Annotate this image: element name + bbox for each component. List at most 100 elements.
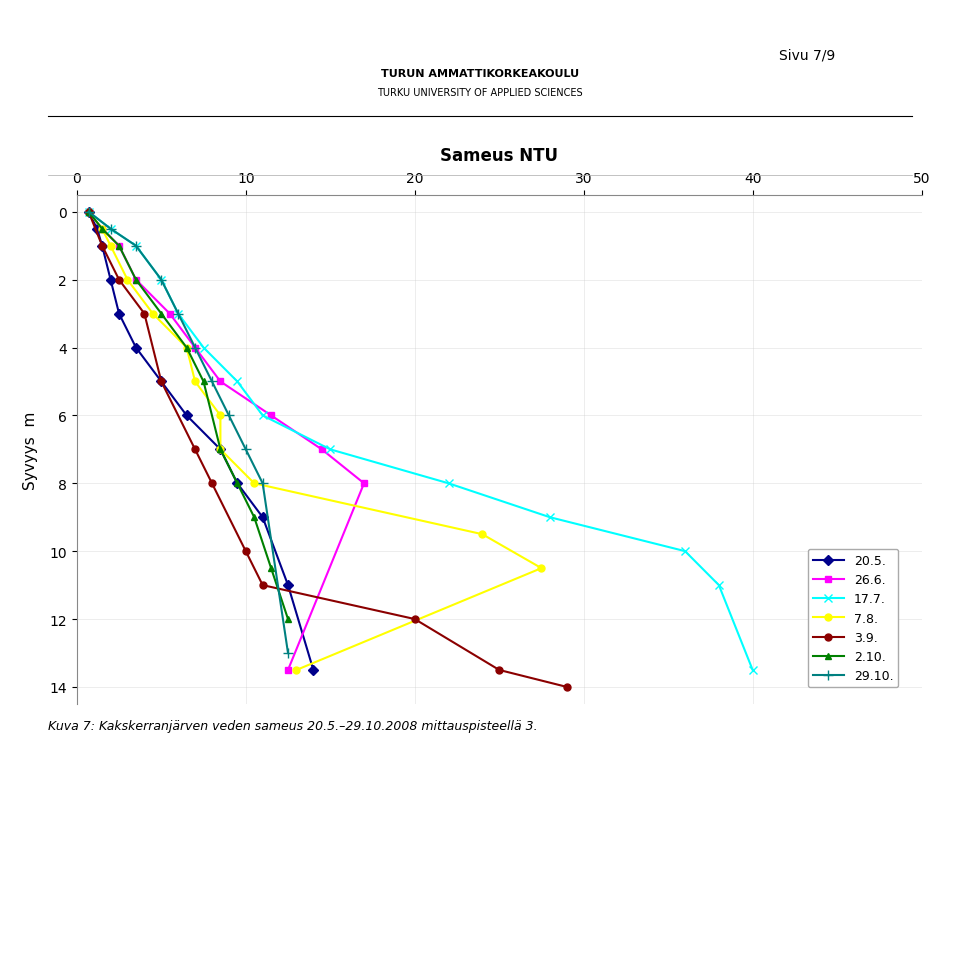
26.6. xyxy=(189,342,201,354)
2.10. xyxy=(249,511,260,523)
29.10. xyxy=(105,224,116,236)
26.6. xyxy=(83,206,94,218)
3.9. xyxy=(409,613,420,625)
3.9. xyxy=(138,308,150,320)
17.7. xyxy=(680,546,691,557)
Line: 26.6.: 26.6. xyxy=(85,209,368,674)
29.10. xyxy=(206,377,218,388)
26.6. xyxy=(358,478,370,490)
20.5. xyxy=(113,308,125,320)
20.5. xyxy=(257,511,269,523)
7.8. xyxy=(105,241,116,252)
20.5. xyxy=(231,478,243,490)
Line: 3.9.: 3.9. xyxy=(85,209,570,690)
17.7. xyxy=(747,664,758,676)
29.10. xyxy=(257,478,269,490)
3.9. xyxy=(189,444,201,456)
20.5. xyxy=(105,275,116,287)
Text: Kuva 7: Kakskerranjärven veden sameus 20.5.–29.10.2008 mittauspisteellä 3.: Kuva 7: Kakskerranjärven veden sameus 20… xyxy=(48,719,538,732)
17.7. xyxy=(105,224,116,236)
20.5. xyxy=(282,580,294,592)
7.8. xyxy=(215,410,227,422)
2.10. xyxy=(231,478,243,490)
Line: 17.7.: 17.7. xyxy=(84,208,756,675)
2.10. xyxy=(113,241,125,252)
17.7. xyxy=(198,342,209,354)
2.10. xyxy=(215,444,227,456)
20.5. xyxy=(156,377,167,388)
26.6. xyxy=(113,241,125,252)
17.7. xyxy=(173,308,184,320)
20.5. xyxy=(96,241,108,252)
29.10. xyxy=(131,241,142,252)
3.9. xyxy=(96,241,108,252)
Line: 29.10.: 29.10. xyxy=(84,207,293,658)
3.9. xyxy=(561,682,572,693)
29.10. xyxy=(223,410,234,422)
29.10. xyxy=(240,444,252,456)
17.7. xyxy=(544,511,556,523)
2.10. xyxy=(198,377,209,388)
17.7. xyxy=(443,478,454,490)
26.6. xyxy=(215,377,227,388)
7.8. xyxy=(536,562,547,574)
7.8. xyxy=(189,377,201,388)
7.8. xyxy=(147,308,158,320)
2.10. xyxy=(180,342,192,354)
29.10. xyxy=(83,206,94,218)
2.10. xyxy=(96,224,108,236)
Line: 2.10.: 2.10. xyxy=(85,209,292,623)
29.10. xyxy=(282,647,294,659)
Legend: 20.5., 26.6., 17.7., 7.8., 3.9., 2.10., 29.10.: 20.5., 26.6., 17.7., 7.8., 3.9., 2.10., … xyxy=(807,550,899,688)
3.9. xyxy=(113,275,125,287)
7.8. xyxy=(122,275,133,287)
Y-axis label: Syvyys  m: Syvyys m xyxy=(23,411,38,489)
7.8. xyxy=(96,224,108,236)
2.10. xyxy=(156,308,167,320)
2.10. xyxy=(265,562,276,574)
20.5. xyxy=(91,224,103,236)
20.5. xyxy=(83,206,94,218)
7.8. xyxy=(249,478,260,490)
20.5. xyxy=(307,664,319,676)
29.10. xyxy=(156,275,167,287)
2.10. xyxy=(131,275,142,287)
26.6. xyxy=(131,275,142,287)
20.5. xyxy=(131,342,142,354)
Line: 7.8.: 7.8. xyxy=(85,209,545,674)
7.8. xyxy=(83,206,94,218)
3.9. xyxy=(156,377,167,388)
29.10. xyxy=(189,342,201,354)
26.6. xyxy=(282,664,294,676)
2.10. xyxy=(282,613,294,625)
3.9. xyxy=(240,546,252,557)
3.9. xyxy=(257,580,269,592)
7.8. xyxy=(180,342,192,354)
Text: Sivu 7/9: Sivu 7/9 xyxy=(779,49,835,63)
7.8. xyxy=(291,664,302,676)
3.9. xyxy=(83,206,94,218)
3.9. xyxy=(206,478,218,490)
2.10. xyxy=(83,206,94,218)
7.8. xyxy=(215,444,227,456)
20.5. xyxy=(180,410,192,422)
7.8. xyxy=(476,529,488,541)
Text: TURKU UNIVERSITY OF APPLIED SCIENCES: TURKU UNIVERSITY OF APPLIED SCIENCES xyxy=(377,88,583,98)
17.7. xyxy=(83,206,94,218)
Text: TURUN AMMATTIKORKEAKOULU: TURUN AMMATTIKORKEAKOULU xyxy=(381,68,579,78)
26.6. xyxy=(316,444,327,456)
17.7. xyxy=(257,410,269,422)
3.9. xyxy=(493,664,505,676)
Line: 20.5.: 20.5. xyxy=(85,209,317,674)
17.7. xyxy=(713,580,725,592)
X-axis label: Sameus NTU: Sameus NTU xyxy=(441,147,558,165)
26.6. xyxy=(265,410,276,422)
29.10. xyxy=(173,308,184,320)
17.7. xyxy=(324,444,336,456)
17.7. xyxy=(156,275,167,287)
26.6. xyxy=(96,224,108,236)
26.6. xyxy=(164,308,176,320)
20.5. xyxy=(215,444,227,456)
17.7. xyxy=(231,377,243,388)
17.7. xyxy=(131,241,142,252)
